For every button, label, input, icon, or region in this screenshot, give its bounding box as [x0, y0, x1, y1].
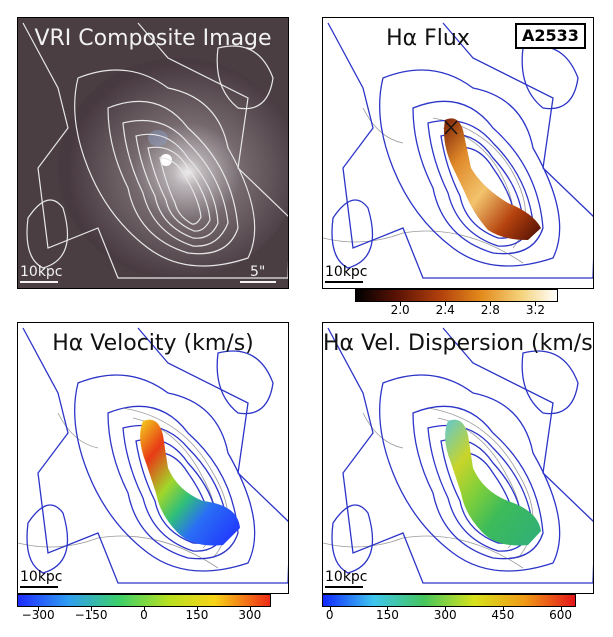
colorbar-tick-label: 150 — [375, 608, 399, 622]
nucleus-cross-icon — [444, 120, 458, 135]
scale-bar — [20, 586, 58, 588]
colorbar-tick-label: 2.4 — [435, 303, 455, 317]
colorbar-tick-label: −300 — [21, 608, 55, 622]
scale-bar — [325, 586, 363, 588]
panel-title: Hα Vel. Dispersion (km/s) — [323, 331, 594, 356]
scale-label: 10kpc — [20, 569, 63, 585]
flux-panel: Hα Flux A2533 10kpc — [322, 17, 594, 289]
colorbar-tickmark — [196, 607, 198, 611]
colorbar-tick-label: 300 — [433, 608, 457, 622]
dispersion-map — [323, 323, 593, 593]
colorbar-tickmark — [329, 607, 331, 611]
scale-label: 10kpc — [325, 569, 368, 585]
colorbar-tickmark — [445, 607, 447, 611]
arcsec-label: 5" — [250, 264, 266, 280]
colorbar-tickmark — [400, 302, 402, 306]
cluster-tag: A2533 — [515, 23, 586, 49]
flux-map — [323, 18, 593, 288]
dispersion-colorbar — [322, 594, 576, 607]
colorbar-tickmark — [144, 607, 145, 611]
colorbar-tickmark — [38, 607, 40, 611]
dispersion-panel: Hα Vel. Dispersion (km/s) 10kpc — [322, 322, 594, 594]
arcsec-bar — [240, 281, 276, 283]
composite-image — [18, 18, 288, 288]
colorbar-tick-label: 2.0 — [390, 303, 410, 317]
colorbar-tickmark — [490, 302, 492, 306]
panel-title: Hα Velocity (km/s) — [52, 331, 254, 356]
colorbar-tick-label: 600 — [549, 608, 573, 622]
scale-label: 10kpc — [325, 264, 368, 280]
scale-bar — [20, 281, 58, 283]
colorbar-tick-label: 0 — [140, 608, 148, 622]
colorbar-tickmark — [91, 607, 93, 611]
panel-title: VRI Composite Image — [34, 26, 272, 51]
colorbar-tickmark — [445, 302, 447, 306]
colorbar-tickmark — [535, 302, 537, 306]
colorbar-tick-label: −150 — [74, 608, 108, 622]
velocity-field — [140, 419, 240, 546]
colorbar-tick-label: 0 — [325, 608, 334, 622]
colorbar-tickmark — [387, 607, 389, 611]
dispersion-field — [445, 419, 541, 546]
colorbar-tick-label: 2.8 — [480, 303, 500, 317]
colorbar-tick-label: 450 — [491, 608, 515, 622]
blue-contours — [327, 22, 593, 279]
colorbar-tick-label: 150 — [185, 608, 209, 622]
colorbar-tickmark — [502, 607, 504, 611]
velocity-colorbar — [17, 594, 271, 607]
flux-colorbar — [355, 289, 558, 302]
scale-bar — [325, 281, 363, 283]
composite-panel: VRI Composite Image 10kpc 5" — [17, 17, 289, 289]
colorbar-tickmark — [249, 607, 251, 611]
composite-contours — [22, 22, 288, 279]
panel-title: Hα Flux — [386, 26, 470, 51]
colorbar-tick-label: 300 — [238, 608, 262, 622]
flux-emission — [444, 118, 541, 240]
colorbar-tick-label: 3.2 — [525, 303, 545, 317]
velocity-panel: Hα Velocity (km/s) 10kpc — [17, 322, 289, 594]
velocity-map — [18, 323, 288, 593]
colorbar-tickmark — [560, 607, 562, 611]
scale-label: 10kpc — [20, 264, 63, 280]
